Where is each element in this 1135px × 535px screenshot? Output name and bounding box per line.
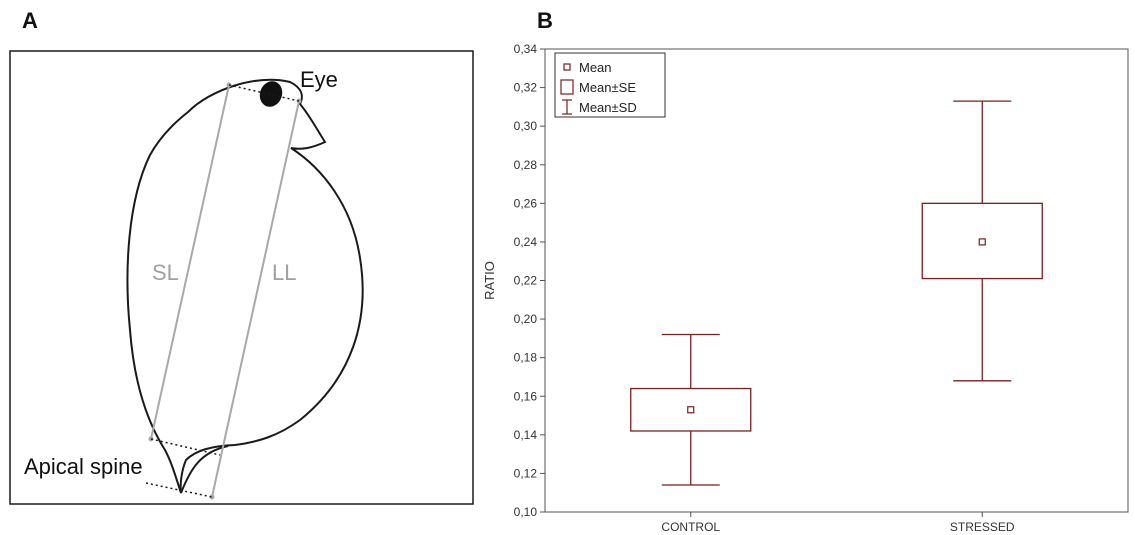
y-tick-label: 0,16	[514, 389, 538, 403]
y-tick-label: 0,30	[514, 119, 538, 133]
y-tick-label: 0,24	[514, 235, 538, 249]
y-tick-label: 0,12	[514, 466, 538, 480]
y-tick-label: 0,22	[514, 274, 538, 288]
mean-marker	[978, 238, 986, 246]
box-group-control	[630, 333, 752, 486]
ratio-box-chart: RATIO 0,100,120,140,160,180,200,220,240,…	[482, 42, 1129, 534]
diagram-frame	[9, 50, 474, 505]
x-tick-label: STRESSED	[950, 520, 1015, 534]
y-tick-label: 0,32	[514, 81, 538, 95]
daphnia-body-outline	[126, 78, 364, 494]
daphnia-diagram: Eye SL LL Apical spine	[9, 50, 474, 505]
y-tick-label: 0,18	[514, 351, 538, 365]
y-tick-label: 0,34	[514, 42, 538, 56]
apical-spine-label: Apical spine	[24, 454, 143, 479]
plot-frame	[544, 48, 1129, 513]
y-tick-label: 0,26	[514, 196, 538, 210]
legend-entry-label: Mean	[579, 60, 612, 75]
x-tick-label: CONTROL	[661, 520, 720, 534]
ll-label: LL	[272, 260, 296, 285]
panel-letter-a: A	[22, 8, 38, 33]
legend-entry-label: Mean±SE	[579, 80, 636, 95]
y-tick-label: 0,14	[514, 428, 538, 442]
legend-entry-label: Mean±SD	[579, 100, 637, 115]
apical-spine-outline	[180, 445, 229, 494]
chart-legend: Mean Mean±SE Mean±SD	[554, 52, 666, 118]
sl-line	[150, 84, 230, 440]
chart-axes	[544, 48, 1129, 513]
mean-marker	[687, 406, 695, 414]
y-axis-title: RATIO	[482, 261, 497, 300]
box-marks	[630, 100, 1043, 486]
legend-se-symbol	[560, 79, 574, 95]
y-ticks: 0,10 0,12 0,14 0,16 0,18 0,20 0,22 0,24 0,26 0,28…	[514, 42, 545, 519]
y-tick-label: 0,20	[514, 312, 538, 326]
box-group-stressed	[921, 100, 1043, 382]
legend-mean-symbol	[563, 63, 571, 71]
y-tick-label: 0,10	[514, 505, 538, 519]
bottom-dotted-connector	[145, 482, 213, 498]
y-tick-label: 0,28	[514, 158, 538, 172]
eye-shape	[259, 81, 283, 107]
mid-dotted-connector	[150, 438, 221, 456]
sl-label: SL	[152, 260, 179, 285]
ll-line	[211, 100, 300, 498]
panel-letter-b: B	[537, 8, 553, 33]
top-dotted-connector	[228, 84, 300, 102]
ll-bottom-dot	[209, 494, 215, 500]
x-ticks: CONTROL STRESSED	[661, 512, 1015, 534]
eye-label: Eye	[300, 67, 338, 92]
